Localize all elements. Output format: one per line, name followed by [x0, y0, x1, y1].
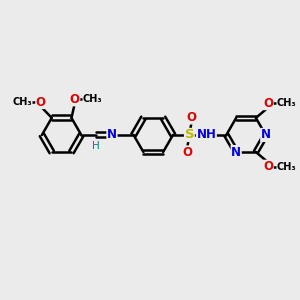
Text: CH₃: CH₃ [12, 97, 32, 107]
Text: H: H [92, 141, 100, 151]
Text: N: N [107, 128, 117, 142]
Text: CH₃: CH₃ [83, 94, 103, 104]
Text: O: O [263, 97, 273, 110]
Text: S: S [184, 128, 194, 142]
Text: NH: NH [196, 128, 216, 142]
Text: N: N [231, 146, 241, 158]
Text: CH₃: CH₃ [277, 162, 297, 172]
Text: O: O [36, 95, 46, 109]
Text: O: O [182, 146, 192, 159]
Text: CH₃: CH₃ [277, 98, 297, 108]
Text: O: O [187, 111, 196, 124]
Text: O: O [70, 93, 80, 106]
Text: N: N [261, 128, 271, 142]
Text: O: O [263, 160, 273, 173]
